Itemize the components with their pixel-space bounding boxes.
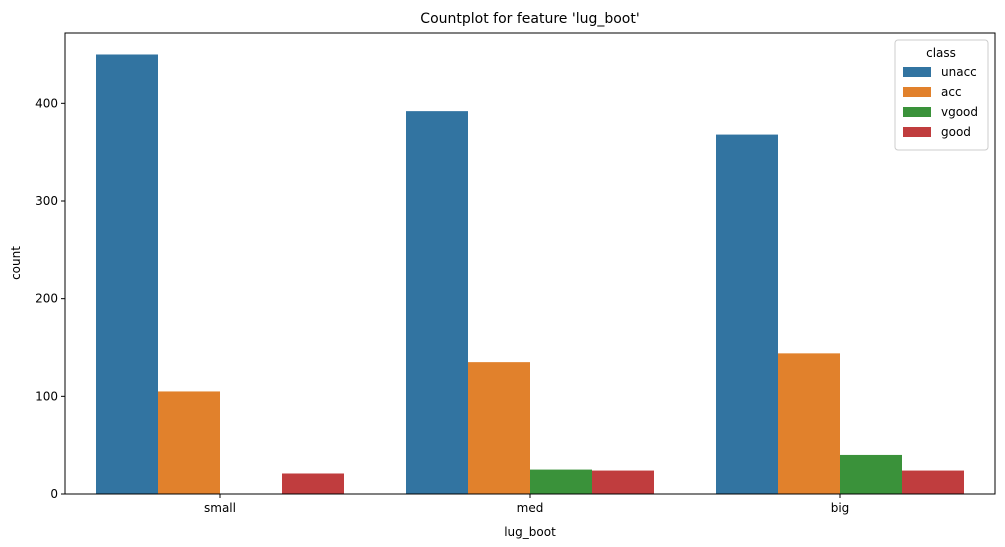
y-tick-label: 100: [35, 389, 58, 403]
bar-med-acc: [468, 362, 530, 494]
bar-small-acc: [158, 391, 220, 494]
legend-label-unacc: unacc: [941, 65, 977, 79]
legend-swatch-unacc: [903, 67, 931, 77]
bar-big-unacc: [716, 134, 778, 494]
plot-frame: [64, 32, 996, 495]
y-tick-label: 300: [35, 194, 58, 208]
legend-swatch-vgood: [903, 107, 931, 117]
legend-label-good: good: [941, 125, 971, 139]
y-tick-label: 200: [35, 292, 58, 306]
x-tick-label: small: [204, 501, 236, 515]
y-axis: 0 100 200 300 400: [35, 96, 65, 501]
legend-swatch-acc: [903, 87, 931, 97]
legend-swatch-good: [903, 127, 931, 137]
x-tick-label: med: [517, 501, 544, 515]
bar-small-good: [282, 473, 344, 494]
bar-big-acc: [778, 353, 840, 494]
bar-big-good: [902, 470, 964, 494]
legend-label-acc: acc: [941, 85, 962, 99]
x-axis: small med big: [204, 494, 849, 515]
bars-group: [96, 54, 964, 494]
bar-big-vgood: [840, 454, 902, 494]
x-axis-label: lug_boot: [504, 525, 556, 539]
legend-title: class: [926, 46, 956, 60]
legend: class unacc acc vgood good: [894, 39, 989, 151]
bar-small-unacc: [96, 54, 158, 494]
y-tick-label: 0: [50, 487, 58, 501]
chart-title: Countplot for feature 'lug_boot': [420, 11, 639, 27]
y-tick-label: 400: [35, 96, 58, 110]
bar-med-vgood: [530, 469, 592, 494]
y-axis-label: count: [9, 246, 23, 280]
legend-label-vgood: vgood: [941, 105, 978, 119]
bar-med-good: [592, 470, 654, 494]
bar-med-unacc: [406, 111, 468, 494]
x-tick-label: big: [831, 501, 850, 515]
